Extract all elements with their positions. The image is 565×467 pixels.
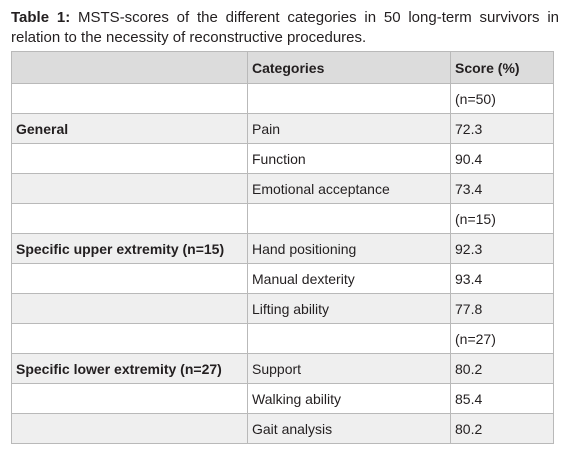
- caption-text: MSTS-scores of the different categories …: [11, 9, 559, 46]
- table-row: Specific upper extremity (n=15) Hand pos…: [11, 233, 554, 264]
- group-cell: Specific lower extremity (n=27): [11, 353, 248, 384]
- score-cell: 92.3: [450, 233, 554, 264]
- msts-scores-table: Categories Score (%) (n=50) General Pain…: [11, 51, 554, 444]
- score-cell: 80.2: [450, 353, 554, 384]
- table-row: Emotional acceptance 73.4: [11, 173, 554, 204]
- score-cell: (n=50): [450, 83, 554, 114]
- header-categories: Categories: [247, 51, 451, 84]
- score-cell: 77.8: [450, 293, 554, 324]
- category-cell: Lifting ability: [247, 293, 451, 324]
- table-row: (n=15): [11, 203, 554, 234]
- category-cell: [247, 203, 451, 234]
- category-cell: [247, 83, 451, 114]
- table-row: Lifting ability 77.8: [11, 293, 554, 324]
- group-cell: [11, 203, 248, 234]
- category-cell: Walking ability: [247, 383, 451, 414]
- group-cell: [11, 383, 248, 414]
- group-cell: [11, 173, 248, 204]
- score-cell: 90.4: [450, 143, 554, 174]
- group-cell: [11, 293, 248, 324]
- caption-label: Table 1:: [11, 9, 71, 26]
- table-row: Specific lower extremity (n=27) Support …: [11, 353, 554, 384]
- category-cell: Support: [247, 353, 451, 384]
- category-cell: Manual dexterity: [247, 263, 451, 294]
- table-row: Manual dexterity 93.4: [11, 263, 554, 294]
- category-cell: [247, 323, 451, 354]
- score-cell: 85.4: [450, 383, 554, 414]
- table-row: (n=50): [11, 83, 554, 114]
- table-row: Function 90.4: [11, 143, 554, 174]
- table-row: (n=27): [11, 323, 554, 354]
- score-cell: 80.2: [450, 413, 554, 444]
- header-group: [11, 51, 248, 84]
- group-cell: [11, 323, 248, 354]
- table-row: Walking ability 85.4: [11, 383, 554, 414]
- group-cell: [11, 83, 248, 114]
- table-caption: Table 1: MSTS-scores of the different ca…: [11, 8, 559, 48]
- group-cell: General: [11, 113, 248, 144]
- score-cell: (n=15): [450, 203, 554, 234]
- category-cell: Pain: [247, 113, 451, 144]
- header-score: Score (%): [450, 51, 554, 84]
- table-row: General Pain 72.3: [11, 113, 554, 144]
- table-row: Gait analysis 80.2: [11, 413, 554, 444]
- score-cell: 72.3: [450, 113, 554, 144]
- group-cell: [11, 413, 248, 444]
- group-cell: [11, 263, 248, 294]
- category-cell: Emotional acceptance: [247, 173, 451, 204]
- score-cell: 93.4: [450, 263, 554, 294]
- category-cell: Gait analysis: [247, 413, 451, 444]
- table-header-row: Categories Score (%): [11, 51, 554, 84]
- score-cell: 73.4: [450, 173, 554, 204]
- score-cell: (n=27): [450, 323, 554, 354]
- category-cell: Hand positioning: [247, 233, 451, 264]
- group-cell: [11, 143, 248, 174]
- category-cell: Function: [247, 143, 451, 174]
- group-cell: Specific upper extremity (n=15): [11, 233, 248, 264]
